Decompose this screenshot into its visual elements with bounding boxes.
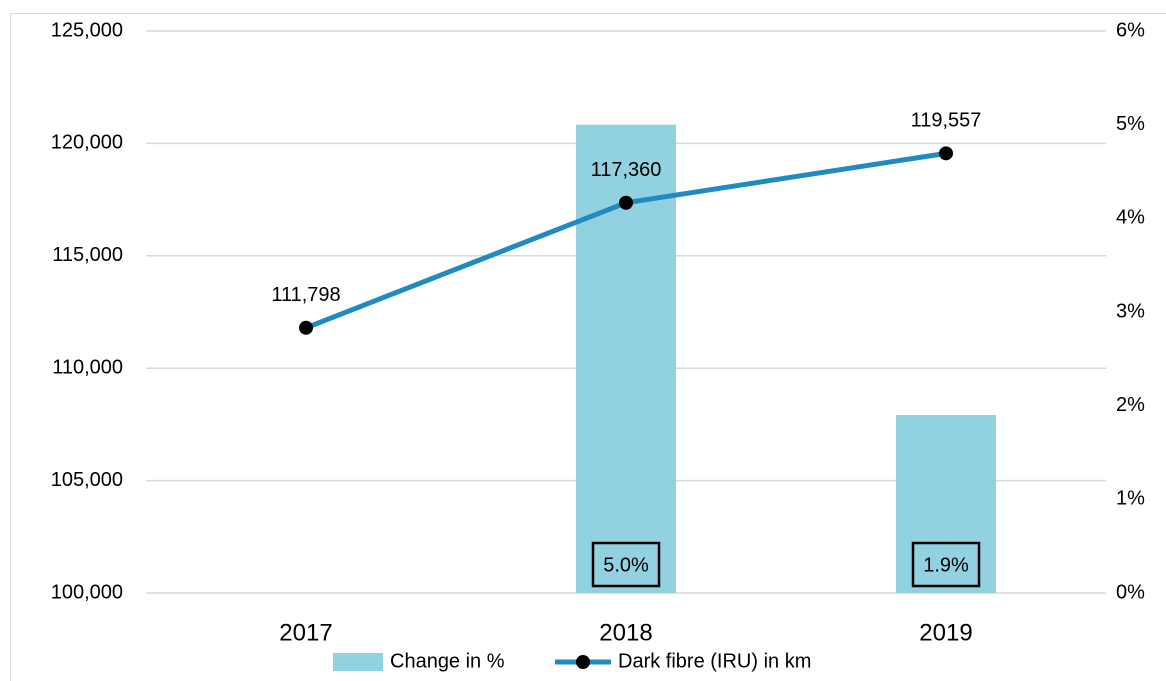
legend-label: Change in %: [390, 650, 505, 672]
y-tick-label: 115,000: [52, 244, 123, 266]
value-label: 111,798: [271, 284, 340, 306]
legend-label: Dark fibre (IRU) in km: [618, 650, 811, 672]
y2-tick-label: 3%: [1116, 300, 1145, 322]
y-tick-label: 100,000: [51, 581, 123, 603]
y2-tick-label: 4%: [1116, 207, 1145, 229]
point: [939, 146, 953, 161]
value-label: 1.9%: [923, 554, 969, 576]
legend-swatch: [333, 653, 383, 671]
y-tick-label: 105,000: [51, 469, 123, 491]
y2-tick-label: 0%: [1116, 581, 1145, 603]
y2-tick-label: 5%: [1116, 113, 1145, 135]
point: [299, 320, 313, 335]
x-tick-label: 2017: [279, 619, 332, 646]
y2-tick-label: 1%: [1116, 488, 1145, 510]
value-label: 117,360: [591, 159, 662, 181]
value-label: 5.0%: [603, 554, 649, 576]
legend-swatch-marker: [576, 655, 590, 669]
value-label-box: [591, 541, 661, 588]
y-tick-label: 120,000: [51, 132, 123, 154]
y2-tick-label: 6%: [1116, 19, 1145, 41]
value-label: 119,557: [911, 110, 982, 132]
y-tick-label: 125,000: [51, 19, 123, 41]
chart-border: [10, 13, 1166, 681]
x-tick-label: 2018: [599, 619, 652, 646]
y-tick-label: 110,000: [52, 356, 123, 378]
value-label-box: [911, 541, 981, 588]
y2-tick-label: 2%: [1116, 394, 1145, 416]
point: [619, 195, 633, 210]
x-tick-label: 2019: [919, 619, 972, 646]
